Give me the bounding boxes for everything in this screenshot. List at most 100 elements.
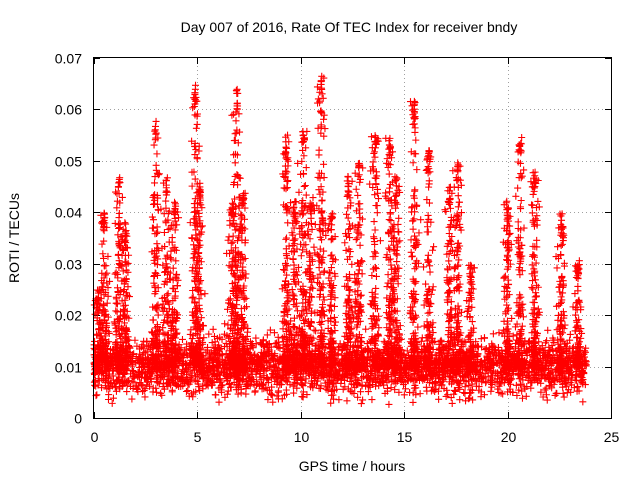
- data-point: [278, 369, 286, 377]
- data-point: [439, 377, 447, 385]
- data-point: [267, 390, 275, 398]
- data-point: [232, 372, 240, 380]
- data-point: [152, 161, 160, 169]
- data-point: [225, 233, 233, 241]
- data-point: [346, 387, 354, 395]
- data-point: [458, 372, 466, 380]
- data-point: [227, 383, 235, 391]
- data-point: [200, 374, 208, 382]
- data-point: [581, 381, 589, 389]
- data-point: [269, 398, 277, 406]
- data-point: [227, 239, 235, 247]
- data-point: [537, 367, 545, 375]
- x-tick-label: 20: [501, 429, 517, 445]
- data-point: [443, 386, 451, 394]
- data-point: [339, 385, 347, 393]
- data-point: [218, 360, 226, 368]
- data-point: [320, 374, 328, 382]
- data-point: [513, 392, 521, 400]
- data-point: [267, 356, 275, 364]
- data-point: [120, 378, 128, 386]
- data-point: [406, 388, 414, 396]
- data-point: [481, 358, 489, 366]
- data-point: [359, 396, 367, 404]
- data-point: [551, 391, 559, 399]
- data-point: [500, 379, 508, 387]
- data-point: [462, 397, 470, 405]
- y-tick-label: 0.02: [55, 308, 82, 324]
- data-point: [184, 387, 192, 395]
- data-point: [153, 150, 161, 158]
- data-point: [128, 395, 136, 403]
- data-point: [141, 355, 149, 363]
- data-point: [130, 378, 138, 386]
- data-point: [418, 368, 426, 376]
- data-point: [312, 381, 320, 389]
- data-point: [102, 271, 110, 279]
- data-point: [105, 370, 113, 378]
- data-point: [231, 130, 239, 138]
- data-point: [522, 392, 530, 400]
- data-point: [482, 363, 490, 371]
- data-point: [435, 395, 443, 403]
- data-point: [541, 350, 549, 358]
- data-point: [195, 295, 203, 303]
- data-point: [217, 383, 225, 391]
- x-tick-label: 0: [91, 429, 99, 445]
- data-point: [258, 355, 266, 363]
- data-point: [138, 362, 146, 370]
- data-point: [454, 384, 462, 392]
- data-point: [327, 399, 335, 407]
- data-point: [245, 373, 253, 381]
- data-point: [213, 363, 221, 371]
- data-point: [431, 360, 439, 368]
- data-point: [265, 351, 273, 359]
- data-point: [216, 333, 224, 341]
- data-point: [116, 385, 124, 393]
- data-point: [550, 374, 558, 382]
- data-point: [482, 356, 490, 364]
- data-point: [570, 384, 578, 392]
- data-point: [111, 219, 119, 227]
- data-point: [274, 388, 282, 396]
- data-point: [130, 350, 138, 358]
- data-point: [478, 357, 486, 365]
- data-point: [134, 356, 142, 364]
- y-tick-label: 0.03: [55, 257, 82, 273]
- data-point: [205, 330, 213, 338]
- data-point: [421, 375, 429, 383]
- data-point: [506, 388, 514, 396]
- data-point: [286, 381, 294, 389]
- data-point: [165, 369, 173, 377]
- data-point: [481, 370, 489, 378]
- data-point: [448, 399, 456, 407]
- data-point: [221, 364, 229, 372]
- data-point: [100, 237, 108, 245]
- data-point: [270, 329, 278, 337]
- data-point: [335, 396, 343, 404]
- axis-ticks: 00.010.020.030.040.050.060.070 5 10 15 20 25: [55, 51, 620, 446]
- data-point: [153, 229, 161, 237]
- data-point: [324, 386, 332, 394]
- data-point: [282, 235, 290, 243]
- data-point: [278, 334, 286, 342]
- data-point: [562, 367, 570, 375]
- data-point: [489, 330, 497, 338]
- data-point: [492, 369, 500, 377]
- data-point: [566, 330, 574, 338]
- data-point: [321, 370, 329, 378]
- data-point: [192, 146, 200, 154]
- data-point: [133, 342, 141, 350]
- data-point: [410, 371, 418, 379]
- data-point: [373, 374, 381, 382]
- data-point: [164, 290, 172, 298]
- data-point: [489, 354, 497, 362]
- data-point: [401, 360, 409, 368]
- data-point: [537, 388, 545, 396]
- data-point: [431, 367, 439, 375]
- data-point: [549, 347, 557, 355]
- data-point: [93, 331, 101, 339]
- data-point: [119, 382, 127, 390]
- data-point: [138, 341, 146, 349]
- data-point: [140, 363, 148, 371]
